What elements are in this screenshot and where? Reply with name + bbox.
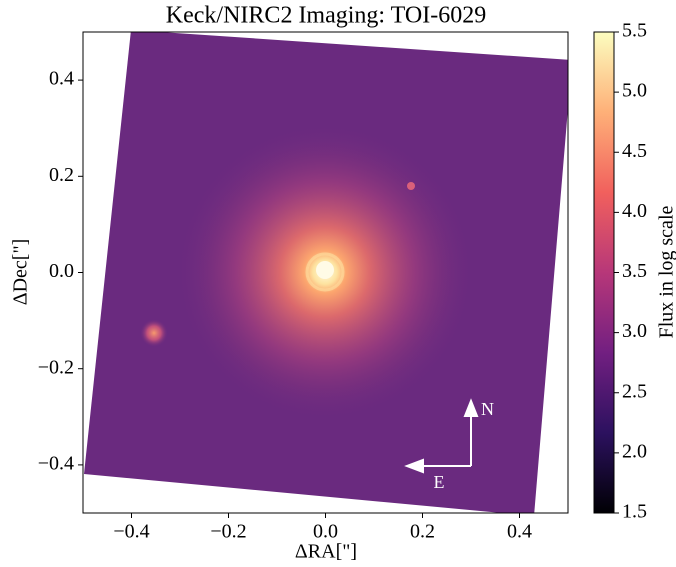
colorbar-tick-label: 3.5	[622, 260, 647, 282]
colorbar-tick-label: 5.5	[622, 20, 647, 42]
x-tick-label: −0.4	[113, 521, 149, 543]
compass-north-head	[463, 398, 479, 417]
airy-ring	[305, 252, 345, 292]
compass	[404, 398, 479, 474]
x-axis-label: ΔRA["]	[295, 541, 357, 563]
y-tick-label: 0.0	[49, 260, 74, 282]
y-tick-label: 0.4	[49, 68, 74, 90]
colorbar-tick-label: 2.5	[622, 380, 647, 402]
companion	[140, 319, 168, 347]
colorbar-tick-label: 4.5	[622, 140, 647, 162]
colorbar-tick-label: 4.0	[622, 200, 647, 222]
colorbar-tick-label: 2.0	[622, 440, 647, 462]
chart-title: Keck/NIRC2 Imaging: TOI-6029	[166, 3, 486, 29]
y-tick-label: −0.4	[38, 452, 74, 474]
source	[407, 182, 415, 190]
x-tick-label: 0.2	[410, 521, 435, 543]
x-tick-label: −0.2	[210, 521, 246, 543]
colorbar	[593, 31, 615, 514]
image	[84, 32, 568, 513]
colorbar-tick-label: 3.0	[622, 320, 647, 342]
compass-label: N	[481, 399, 494, 419]
colorbar-tick-label: 1.5	[622, 501, 647, 523]
colorbar-tick-label: 5.0	[622, 80, 647, 102]
compass-east-head	[404, 458, 424, 474]
x-tick-label: 0.4	[507, 521, 532, 543]
compass-label: E	[434, 472, 445, 492]
y-tick-label: 0.2	[49, 164, 74, 186]
star-core	[316, 261, 334, 279]
y-axis-label: ΔDec["]	[10, 239, 32, 306]
y-tick-label: −0.2	[38, 356, 74, 378]
colorbar-label: Flux in log scale	[656, 205, 676, 338]
x-tick-label: 0.0	[313, 521, 338, 543]
